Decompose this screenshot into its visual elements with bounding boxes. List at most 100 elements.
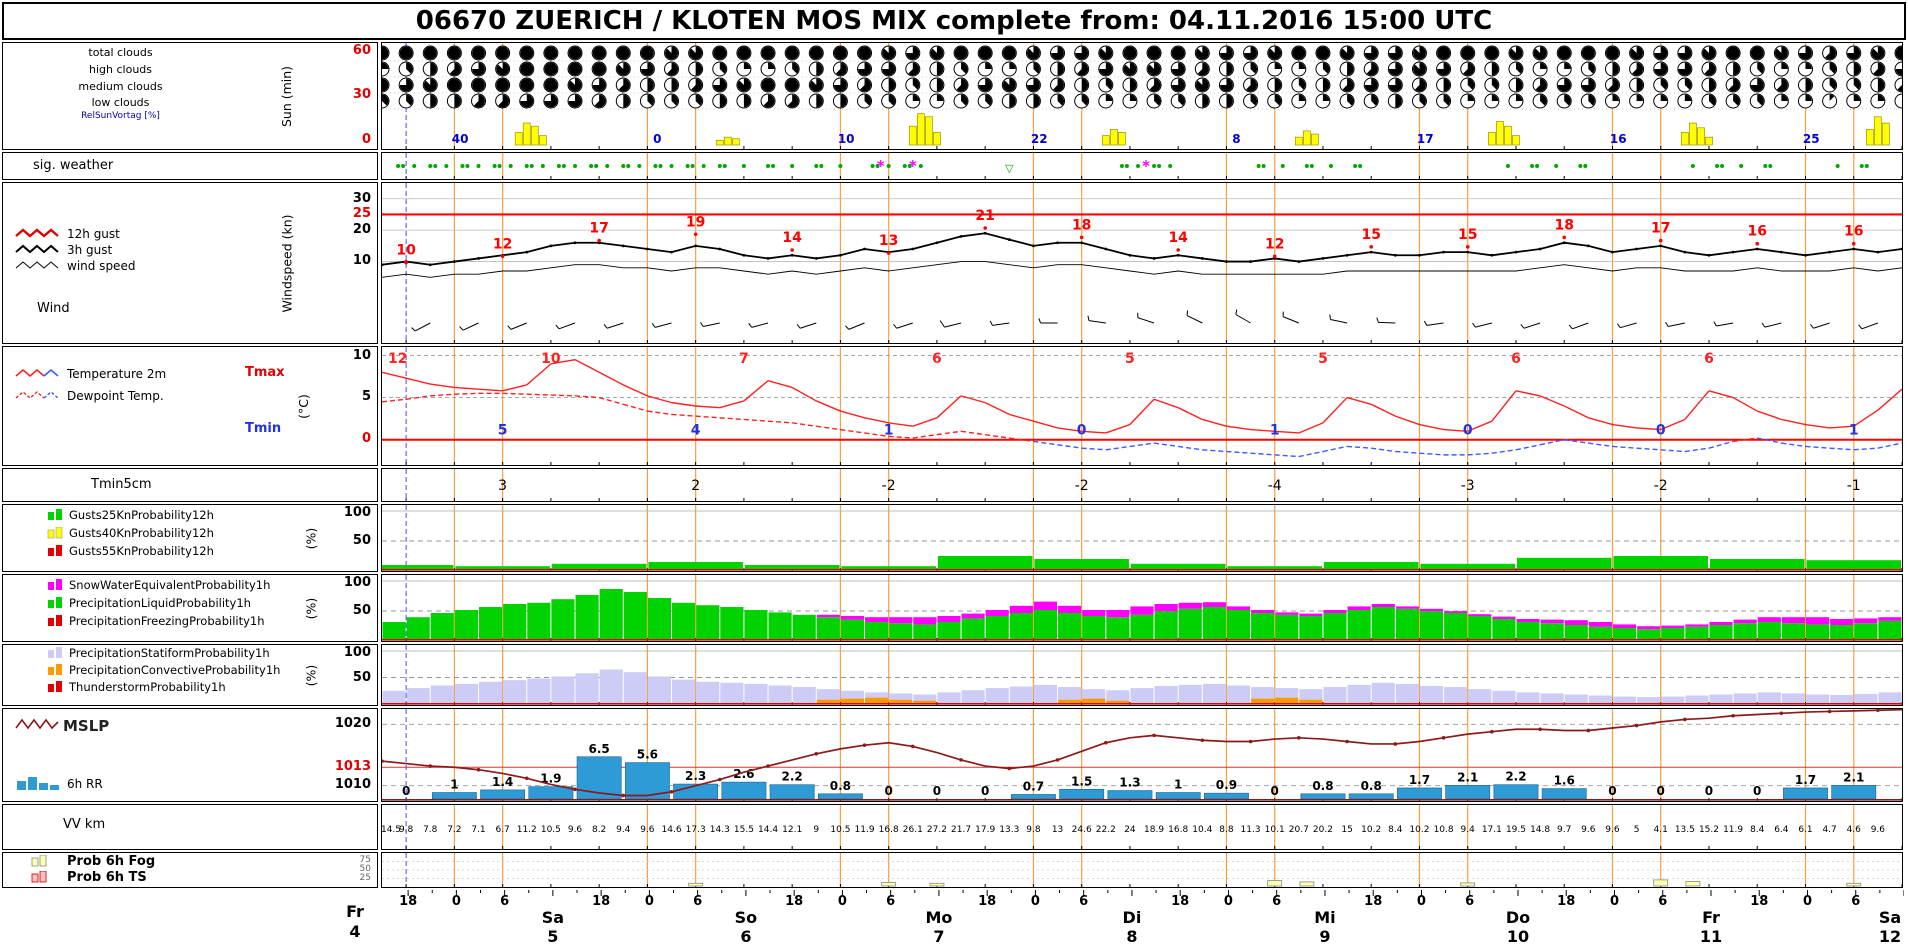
svg-text:16.8: 16.8 [879, 825, 899, 835]
axis-label: 0 [1223, 894, 1233, 909]
axis-label: 18 [399, 894, 418, 909]
label-tmin: Tmin [245, 421, 282, 436]
temperature-panel: Temperature 2m Dewpoint Temp. Tmax Tmin … [2, 346, 1906, 466]
svg-text:0: 0 [1077, 423, 1087, 439]
svg-text:25: 25 [1803, 132, 1820, 146]
svg-text:14.3: 14.3 [710, 825, 730, 835]
svg-text:9.6: 9.6 [1871, 825, 1886, 835]
label-wind: Wind [37, 301, 70, 316]
freezing-prob-icon [48, 615, 62, 626]
svg-text:17: 17 [1417, 132, 1434, 146]
svg-text:14.6: 14.6 [662, 825, 682, 835]
svg-text:11.9: 11.9 [1723, 825, 1743, 835]
visibility-plot: 14.5 9.8 7.8 7.2 7.1 6.7 11.2 10.5 9.6 8.2 9.4 9.6 1… [382, 805, 1902, 849]
convective-prob-icon [48, 664, 62, 675]
svg-text:8.2: 8.2 [592, 825, 606, 835]
axis-label: Mi [1314, 908, 1336, 927]
svg-text:6.7: 6.7 [495, 825, 509, 835]
strat-prob-axis-unit: (%) [303, 664, 319, 686]
axis-label: 18 [1557, 894, 1576, 909]
axis-label: 6 [1851, 894, 1861, 909]
svg-text:0: 0 [1656, 423, 1666, 439]
svg-text:*: * [1142, 157, 1150, 175]
svg-text:15: 15 [1341, 825, 1352, 835]
svg-text:10: 10 [838, 132, 855, 146]
fog-ts-panel: Prob 6h Fog Prob 6h TS 75 50 25 [2, 852, 1906, 888]
svg-text:0: 0 [933, 784, 941, 798]
clouds-plot: 40 0 10 22 8 17 16 25 [382, 43, 1902, 149]
svg-text:2.2: 2.2 [1505, 770, 1526, 784]
label-6h-rr: 6h RR [67, 777, 103, 791]
svg-text:17.3: 17.3 [686, 825, 706, 835]
label-total-clouds: total clouds [88, 46, 153, 59]
svg-text:15.2: 15.2 [1699, 825, 1719, 835]
svg-text:40: 40 [452, 132, 469, 146]
fog-prob-icon [31, 855, 47, 867]
mslp-panel: MSLP 6h RR 1020 1013 1010 0 1 1.4 1.9 6.5 5.6… [2, 708, 1906, 802]
label-freezing-prob: PrecipitationFreezingProbability1h [69, 614, 265, 628]
svg-text:14.4: 14.4 [758, 825, 778, 835]
svg-text:22: 22 [1031, 132, 1048, 146]
svg-text:-3: -3 [1461, 478, 1475, 494]
label-low-clouds: low clouds [91, 96, 150, 109]
svg-text:4.6: 4.6 [1847, 825, 1862, 835]
svg-text:1: 1 [1174, 778, 1182, 792]
gust-prob-tick-50: 50 [352, 533, 371, 548]
svg-text:12: 12 [493, 236, 512, 252]
svg-text:1: 1 [1849, 423, 1859, 439]
svg-text:8.8: 8.8 [1219, 825, 1234, 835]
svg-text:12: 12 [1265, 236, 1284, 252]
svg-text:5: 5 [1634, 825, 1640, 835]
svg-text:10: 10 [396, 243, 416, 259]
svg-text:20.7: 20.7 [1289, 825, 1309, 835]
label-12h-gust: 12h gust [67, 227, 120, 241]
axis-label: 12 [1878, 927, 1902, 946]
svg-text:1.3: 1.3 [1119, 776, 1140, 790]
svg-text:7: 7 [739, 351, 749, 367]
sun-tick-30: 30 [352, 87, 371, 102]
svg-text:0: 0 [402, 784, 410, 798]
label-dewpoint: Dewpoint Temp. [67, 389, 164, 403]
svg-text:1.5: 1.5 [1071, 774, 1092, 788]
precip-prob-tick-100: 100 [343, 575, 371, 590]
svg-text:▽: ▽ [1005, 162, 1014, 175]
svg-text:20.2: 20.2 [1313, 825, 1333, 835]
svg-text:11.2: 11.2 [517, 825, 537, 835]
svg-text:18: 18 [1072, 217, 1091, 233]
svg-text:1.7: 1.7 [1409, 773, 1430, 787]
label-relsun: RelSunVortag [%] [81, 111, 160, 121]
page-title: 06670 ZUERICH / KLOTEN MOS MIX complete … [415, 6, 1493, 36]
svg-text:10.2: 10.2 [1361, 825, 1381, 835]
svg-text:0.8: 0.8 [830, 779, 851, 793]
svg-text:0.8: 0.8 [1312, 779, 1333, 793]
mslp-tick-1020: 1020 [334, 716, 371, 731]
axis-label: 0 [1030, 894, 1040, 909]
liquid-prob-icon [48, 597, 62, 608]
svg-text:6: 6 [932, 351, 942, 367]
label-liquid-prob: PrecipitationLiquidProbability1h [69, 596, 251, 610]
svg-text:5: 5 [498, 423, 508, 439]
sun-tick-0: 0 [361, 132, 371, 147]
axis-label: 0 [451, 894, 461, 909]
svg-text:11.9: 11.9 [855, 825, 875, 835]
mslp-plot: 0 1 1.4 1.9 6.5 5.6 2.3 2.6 2.2 0.8 0 0 0 0.7 1.5 1.3 1 0… [382, 709, 1902, 801]
svg-text:1.9: 1.9 [540, 772, 561, 786]
snow-water-prob-icon [48, 579, 62, 590]
svg-text:8: 8 [1232, 132, 1240, 146]
svg-text:9.4: 9.4 [1461, 825, 1476, 835]
svg-text:16: 16 [1610, 132, 1627, 146]
gust12h-line-icon [15, 228, 59, 238]
svg-text:1.7: 1.7 [1795, 773, 1816, 787]
axis-label: 0 [1609, 894, 1619, 909]
windspeed-line-icon [15, 261, 59, 269]
fog-ts-plot [382, 853, 1902, 887]
label-mslp: MSLP [63, 717, 110, 735]
svg-text:0: 0 [1705, 784, 1713, 798]
temperature-legend: Temperature 2m Dewpoint Temp. Tmax Tmin … [2, 346, 378, 466]
svg-text:-2: -2 [1075, 478, 1089, 494]
wind-tick-20: 20 [352, 222, 371, 237]
axis-label: 6 [740, 927, 752, 946]
svg-text:9.8: 9.8 [399, 825, 414, 835]
label-gust55-prob: Gusts55KnProbability12h [69, 544, 214, 558]
